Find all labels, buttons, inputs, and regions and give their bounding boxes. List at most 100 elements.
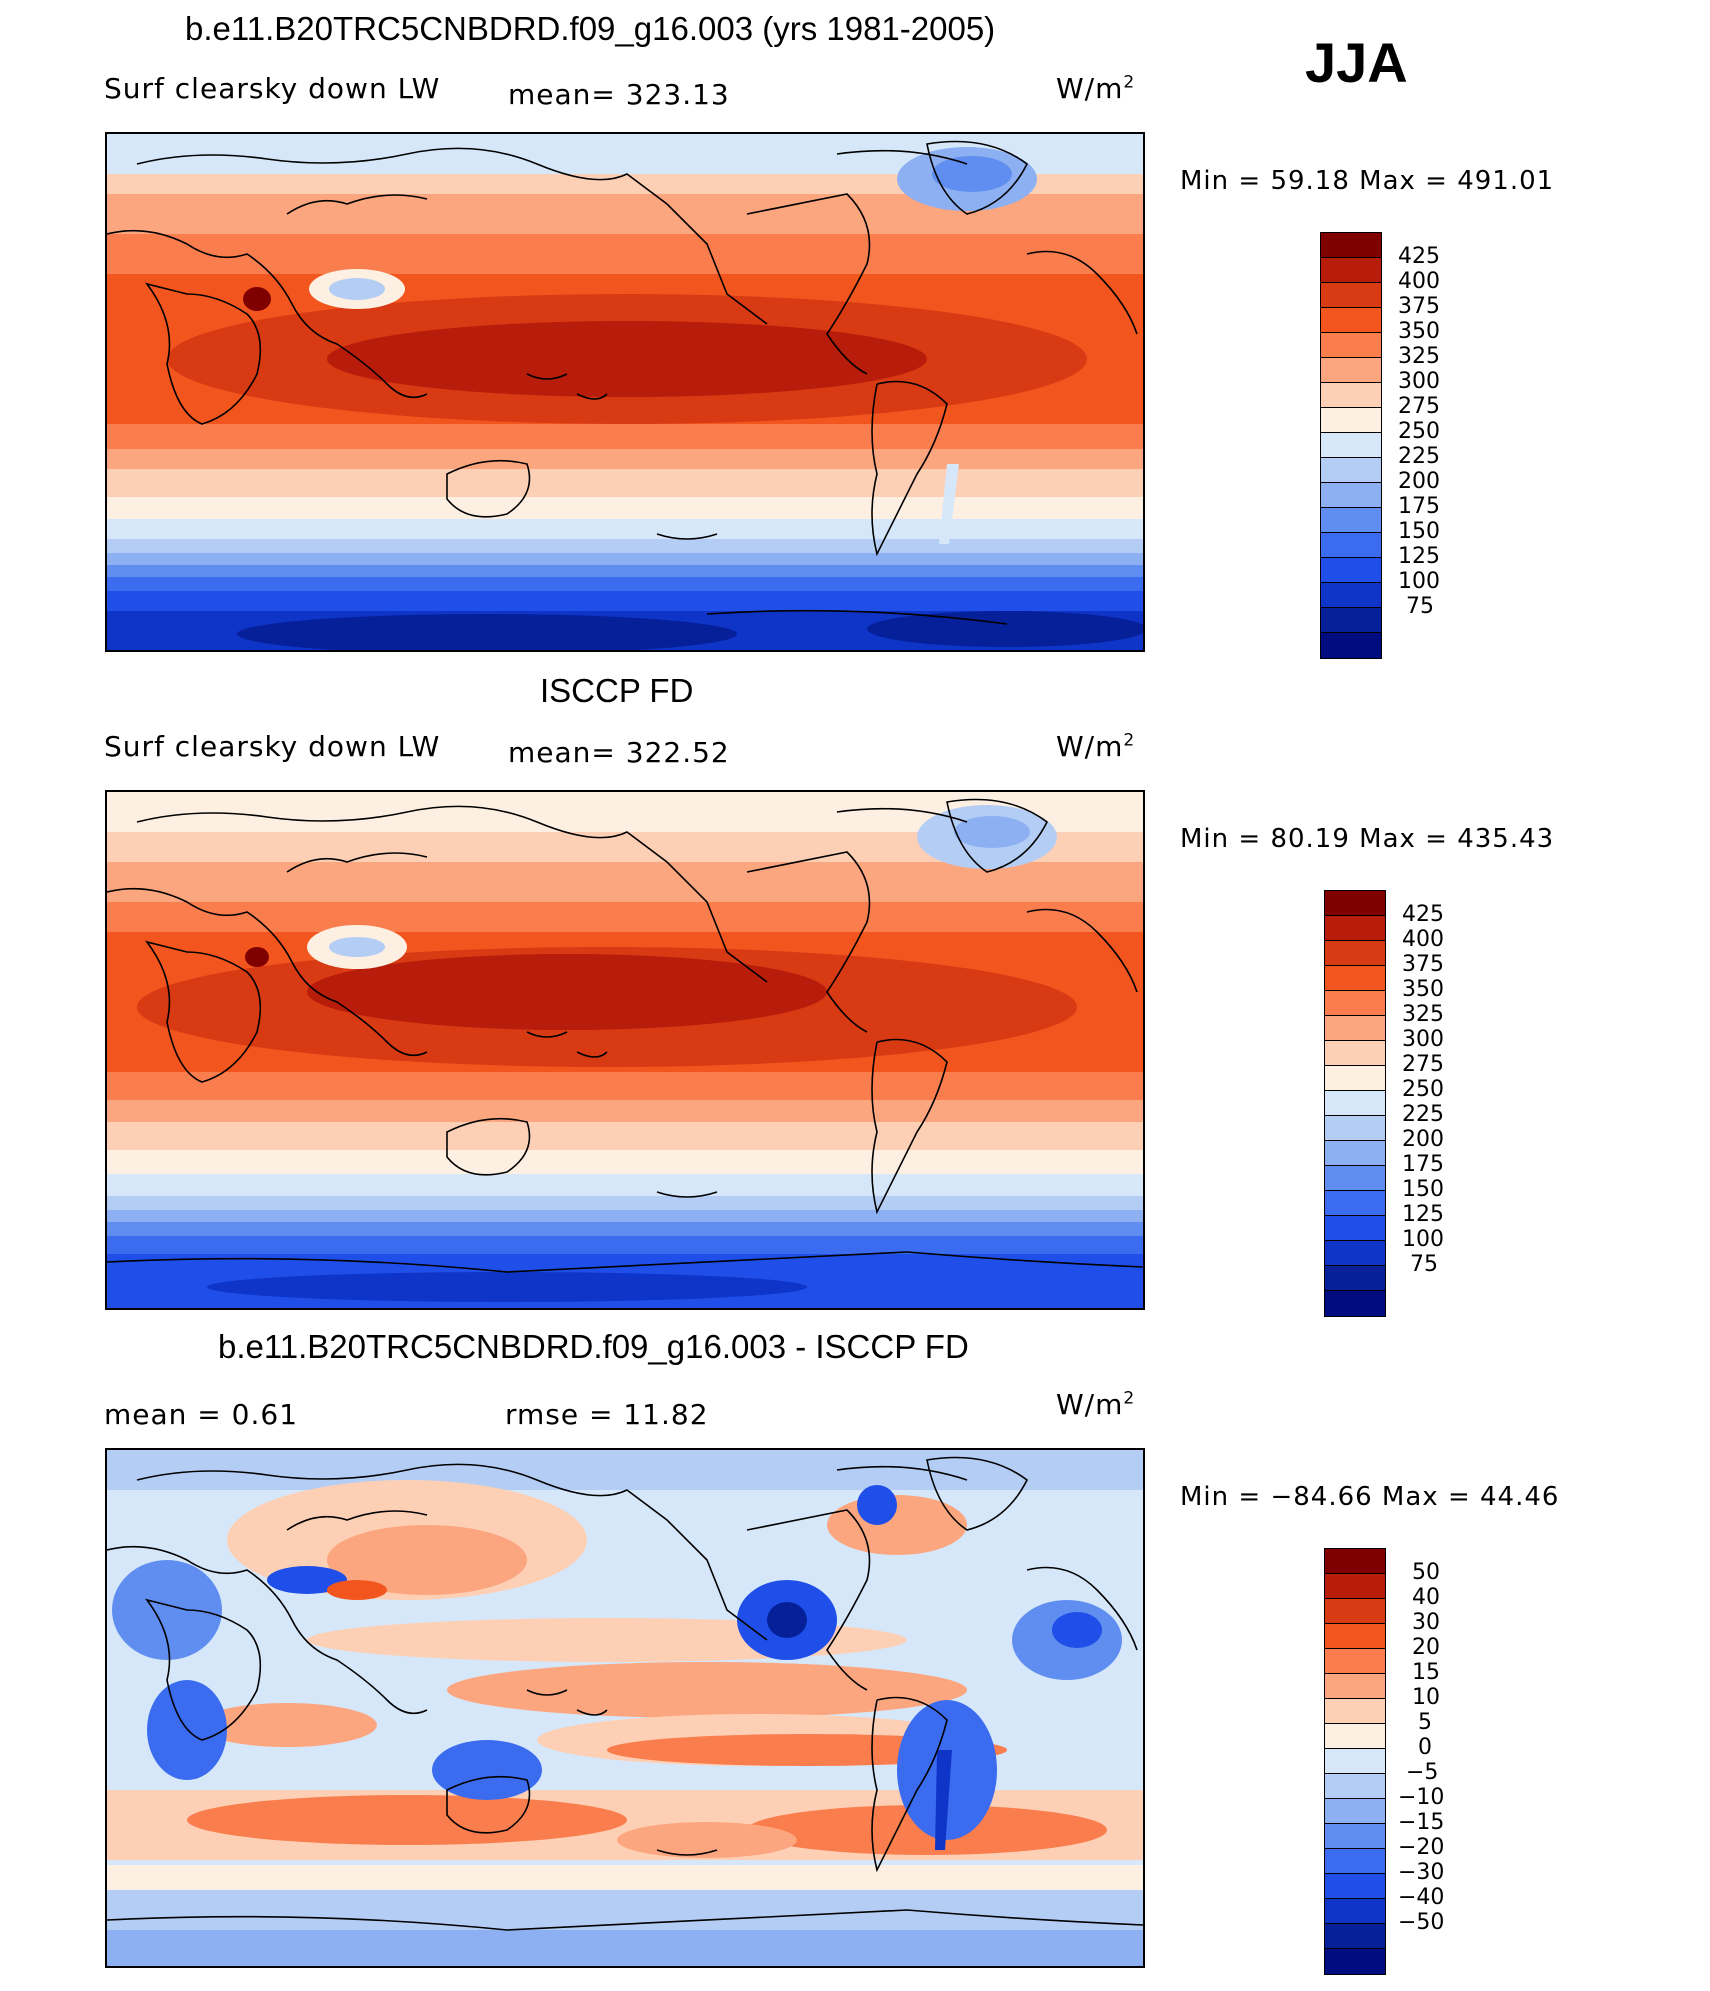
colorbar-tick-label: −5 — [1406, 1760, 1439, 1785]
colorbar-swatch — [1325, 1824, 1385, 1849]
colorbar-tick-label: 325 — [1398, 344, 1440, 369]
colorbar-swatch — [1325, 1216, 1385, 1241]
panel-2-minmax: Min = 80.19 Max = 435.43 — [1180, 824, 1555, 854]
colorbar-swatch — [1325, 1091, 1385, 1116]
colorbar-tick-label: 350 — [1398, 319, 1440, 344]
colorbar-swatch — [1325, 1191, 1385, 1216]
colorbar-tick-label: 125 — [1402, 1202, 1444, 1227]
colorbar-swatch — [1325, 966, 1385, 991]
colorbar-swatch — [1325, 1574, 1385, 1599]
colorbar-tick-label: 425 — [1398, 244, 1440, 269]
colorbar-tick-label: 375 — [1398, 294, 1440, 319]
colorbar-tick-label: 300 — [1402, 1027, 1444, 1052]
colorbar-swatch — [1325, 1749, 1385, 1774]
colorbar-tick-label: 75 — [1410, 1252, 1438, 1277]
colorbar-tick-label: 15 — [1412, 1660, 1440, 1685]
colorbar-swatch — [1325, 1649, 1385, 1674]
colorbar-swatch — [1321, 383, 1381, 408]
panel-1-minmax: Min = 59.18 Max = 491.01 — [1180, 166, 1555, 196]
colorbar-swatch — [1325, 991, 1385, 1016]
panel-1-units: W/m2 — [1056, 72, 1136, 105]
colorbar-tick-label: 0 — [1418, 1735, 1432, 1760]
colorbar-tick-label: 30 — [1412, 1610, 1440, 1635]
panel-3-mean: mean = 0.61 — [104, 1398, 299, 1431]
colorbar-swatch — [1325, 916, 1385, 941]
panel-1-title: b.e11.B20TRC5CNBDRD.f09_g16.003 (yrs 198… — [185, 10, 996, 47]
colorbar-swatch — [1325, 1116, 1385, 1141]
colorbar-tick-label: 150 — [1398, 519, 1440, 544]
colorbar-swatch — [1321, 283, 1381, 308]
colorbar-swatch — [1325, 891, 1385, 916]
colorbar-swatch — [1325, 1241, 1385, 1266]
season-label: JJA — [1305, 31, 1408, 94]
colorbar-swatch — [1325, 1699, 1385, 1724]
panel-2-units: W/m2 — [1056, 730, 1136, 763]
panel-1-field — [107, 134, 1143, 650]
colorbar-tick-label: 250 — [1398, 419, 1440, 444]
colorbar-swatch — [1325, 1924, 1385, 1949]
panel-1-variable-label: Surf clearsky down LW — [104, 72, 441, 105]
panel-3-minmax: Min = −84.66 Max = 44.46 — [1180, 1482, 1560, 1512]
colorbar-swatch — [1325, 1066, 1385, 1091]
colorbar-tick-label: 425 — [1402, 902, 1444, 927]
colorbar-swatch — [1325, 1041, 1385, 1066]
colorbar-swatch — [1321, 258, 1381, 283]
colorbar-tick-label: 200 — [1402, 1127, 1444, 1152]
colorbar-tick-label: 400 — [1398, 269, 1440, 294]
colorbar-tick-label: 200 — [1398, 469, 1440, 494]
panel-2-mean: mean= 322.52 — [508, 736, 730, 769]
colorbar-swatch — [1321, 583, 1381, 608]
colorbar-swatch — [1321, 533, 1381, 558]
colorbar-tick-label: 100 — [1402, 1227, 1444, 1252]
colorbar-tick-label: 40 — [1412, 1585, 1440, 1610]
colorbar-tick-label: 375 — [1402, 952, 1444, 977]
colorbar-swatch — [1321, 458, 1381, 483]
panel-2-colorbar — [1324, 890, 1386, 1317]
panel-3-colorbar — [1324, 1548, 1386, 1975]
colorbar-tick-label: 100 — [1398, 569, 1440, 594]
colorbar-swatch — [1325, 1599, 1385, 1624]
colorbar-swatch — [1321, 358, 1381, 383]
colorbar-swatch — [1325, 1016, 1385, 1041]
colorbar-tick-label: 325 — [1402, 1002, 1444, 1027]
colorbar-swatch — [1321, 608, 1381, 633]
panel-3-units: W/m2 — [1056, 1388, 1136, 1421]
colorbar-swatch — [1321, 558, 1381, 583]
panel-3-rmse: rmse = 11.82 — [505, 1398, 709, 1431]
colorbar-tick-label: −50 — [1398, 1910, 1445, 1935]
colorbar-tick-label: 250 — [1402, 1077, 1444, 1102]
colorbar-tick-label: 400 — [1402, 927, 1444, 952]
colorbar-tick-label: 10 — [1412, 1685, 1440, 1710]
colorbar-tick-label: 225 — [1402, 1102, 1444, 1127]
colorbar-tick-label: −10 — [1398, 1785, 1445, 1810]
panel-1-colorbar — [1320, 232, 1382, 659]
colorbar-swatch — [1321, 633, 1381, 658]
colorbar-swatch — [1321, 233, 1381, 258]
colorbar-tick-label: 275 — [1402, 1052, 1444, 1077]
colorbar-swatch — [1325, 1674, 1385, 1699]
colorbar-swatch — [1325, 1724, 1385, 1749]
colorbar-tick-label: 20 — [1412, 1635, 1440, 1660]
colorbar-tick-label: 50 — [1412, 1560, 1440, 1585]
colorbar-tick-label: −20 — [1398, 1835, 1445, 1860]
colorbar-swatch — [1325, 1949, 1385, 1974]
colorbar-swatch — [1325, 1266, 1385, 1291]
colorbar-tick-label: 175 — [1398, 494, 1440, 519]
panel-2-variable-label: Surf clearsky down LW — [104, 730, 441, 763]
colorbar-tick-label: −15 — [1398, 1810, 1445, 1835]
colorbar-tick-label: 275 — [1398, 394, 1440, 419]
panel-3-field — [107, 1450, 1143, 1966]
colorbar-swatch — [1325, 1141, 1385, 1166]
colorbar-swatch — [1325, 1624, 1385, 1649]
colorbar-tick-label: −40 — [1398, 1885, 1445, 1910]
colorbar-swatch — [1325, 1549, 1385, 1574]
colorbar-tick-label: 75 — [1406, 594, 1434, 619]
colorbar-swatch — [1325, 1799, 1385, 1824]
colorbar-swatch — [1325, 1291, 1385, 1316]
colorbar-tick-label: 225 — [1398, 444, 1440, 469]
colorbar-tick-label: 125 — [1398, 544, 1440, 569]
colorbar-swatch — [1321, 433, 1381, 458]
colorbar-swatch — [1325, 1774, 1385, 1799]
colorbar-tick-label: −30 — [1398, 1860, 1445, 1885]
colorbar-tick-label: 5 — [1418, 1710, 1432, 1735]
